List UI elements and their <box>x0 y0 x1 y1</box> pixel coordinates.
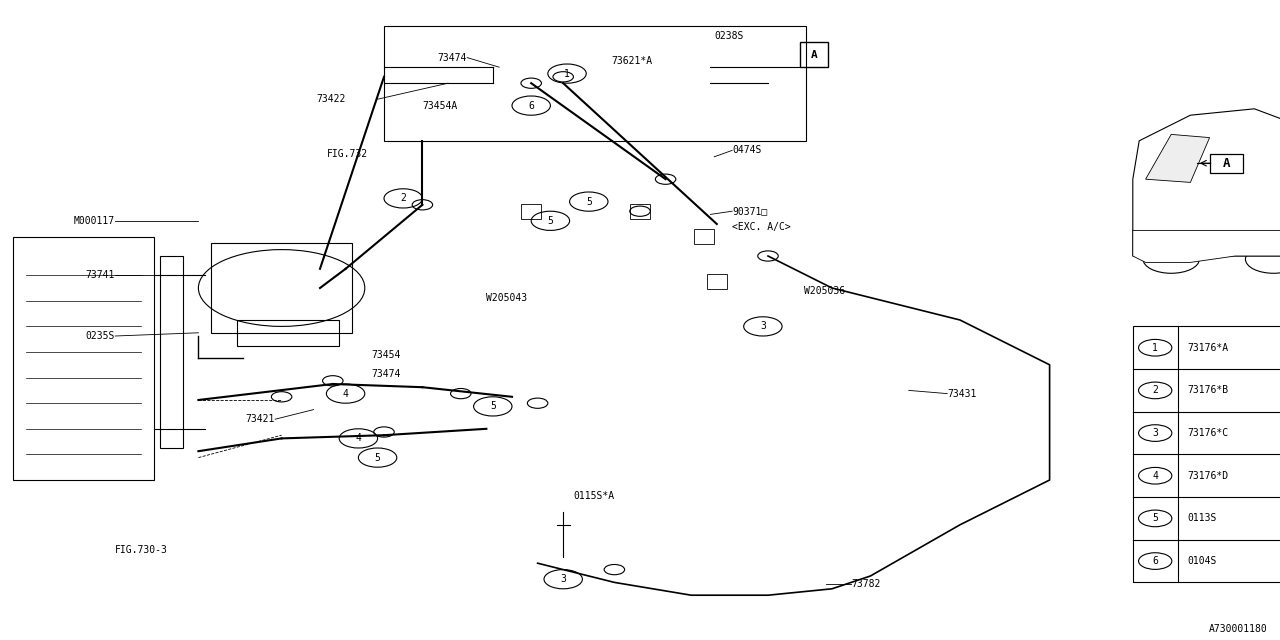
Text: 73474: 73474 <box>371 369 401 380</box>
Text: A730001180: A730001180 <box>1208 623 1267 634</box>
Text: W205036: W205036 <box>804 286 845 296</box>
Circle shape <box>655 174 676 184</box>
Text: 1: 1 <box>1152 343 1158 353</box>
Text: 90371□: 90371□ <box>732 206 768 216</box>
Text: FIG.732: FIG.732 <box>326 148 367 159</box>
Circle shape <box>527 398 548 408</box>
Polygon shape <box>1146 134 1210 182</box>
Bar <box>160 256 183 448</box>
Text: 3: 3 <box>1152 428 1158 438</box>
Text: 6: 6 <box>1152 556 1158 566</box>
Bar <box>237 320 339 346</box>
Bar <box>521 204 541 219</box>
Bar <box>1210 154 1243 173</box>
Text: 73454: 73454 <box>371 350 401 360</box>
Circle shape <box>630 206 650 216</box>
Polygon shape <box>1133 109 1280 256</box>
Circle shape <box>451 388 471 399</box>
Text: W205043: W205043 <box>486 292 527 303</box>
Circle shape <box>553 72 573 82</box>
Text: 73782: 73782 <box>851 579 881 589</box>
Bar <box>211 243 352 333</box>
Text: M000117: M000117 <box>74 216 115 226</box>
Text: A: A <box>1222 157 1230 170</box>
Text: 73431: 73431 <box>947 388 977 399</box>
Bar <box>707 274 727 289</box>
Text: 2: 2 <box>1152 385 1158 396</box>
Circle shape <box>323 376 343 386</box>
Text: 73741: 73741 <box>86 270 115 280</box>
Text: 5: 5 <box>490 401 495 412</box>
Circle shape <box>521 78 541 88</box>
Text: 0238S: 0238S <box>714 31 744 41</box>
Bar <box>694 229 714 244</box>
Bar <box>800 42 828 67</box>
Text: A: A <box>810 50 818 60</box>
Text: 5: 5 <box>1152 513 1158 524</box>
Text: 3: 3 <box>760 321 765 332</box>
Text: 73176*B: 73176*B <box>1188 385 1229 396</box>
Circle shape <box>412 200 433 210</box>
Polygon shape <box>1133 230 1280 262</box>
Text: FIG.730-3: FIG.730-3 <box>115 545 168 556</box>
Text: 6: 6 <box>529 100 534 111</box>
Text: 0235S: 0235S <box>86 331 115 341</box>
Text: 0104S: 0104S <box>1188 556 1217 566</box>
Text: 4: 4 <box>343 388 348 399</box>
Text: 5: 5 <box>586 196 591 207</box>
Text: 2: 2 <box>401 193 406 204</box>
Text: 0115S*A: 0115S*A <box>573 491 614 501</box>
Text: 1: 1 <box>564 68 570 79</box>
Text: 4: 4 <box>1152 471 1158 481</box>
Text: <EXC. A/C>: <EXC. A/C> <box>732 222 791 232</box>
Text: 73621*A: 73621*A <box>612 56 653 66</box>
Text: 73421: 73421 <box>246 414 275 424</box>
Text: 5: 5 <box>548 216 553 226</box>
Circle shape <box>604 564 625 575</box>
Text: 3: 3 <box>561 574 566 584</box>
Bar <box>630 204 650 219</box>
Text: 73176*D: 73176*D <box>1188 471 1229 481</box>
Bar <box>384 26 806 141</box>
Text: 73176*C: 73176*C <box>1188 428 1229 438</box>
Text: 73422: 73422 <box>316 94 346 104</box>
Circle shape <box>758 251 778 261</box>
Bar <box>1133 326 1280 582</box>
Text: 5: 5 <box>375 452 380 463</box>
Text: 73176*A: 73176*A <box>1188 343 1229 353</box>
Bar <box>13 237 154 480</box>
Text: 0474S: 0474S <box>732 145 762 156</box>
Text: 4: 4 <box>356 433 361 444</box>
Text: 73454A: 73454A <box>422 100 458 111</box>
Text: 73474: 73474 <box>438 52 467 63</box>
Circle shape <box>374 427 394 437</box>
Text: 0113S: 0113S <box>1188 513 1217 524</box>
Circle shape <box>271 392 292 402</box>
